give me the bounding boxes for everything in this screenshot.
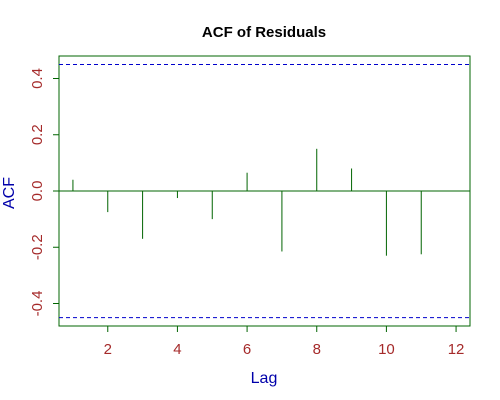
x-tick-label: 6 [243,341,251,358]
y-axis-label: ACF [1,177,18,209]
y-tick-label: 0.4 [29,68,46,89]
x-tick-label: 8 [313,341,321,358]
y-tick-label: -0.4 [29,291,46,317]
x-tick-label: 10 [378,341,395,358]
x-tick-label: 4 [173,341,181,358]
y-tick-label: 0.0 [29,181,46,202]
x-tick-label: 2 [104,341,112,358]
y-tick-label: -0.2 [29,234,46,260]
chart-title: ACF of Residuals [202,24,326,41]
y-tick-label: 0.2 [29,124,46,145]
x-tick-label: 12 [448,341,465,358]
x-axis-label: Lag [251,370,278,387]
